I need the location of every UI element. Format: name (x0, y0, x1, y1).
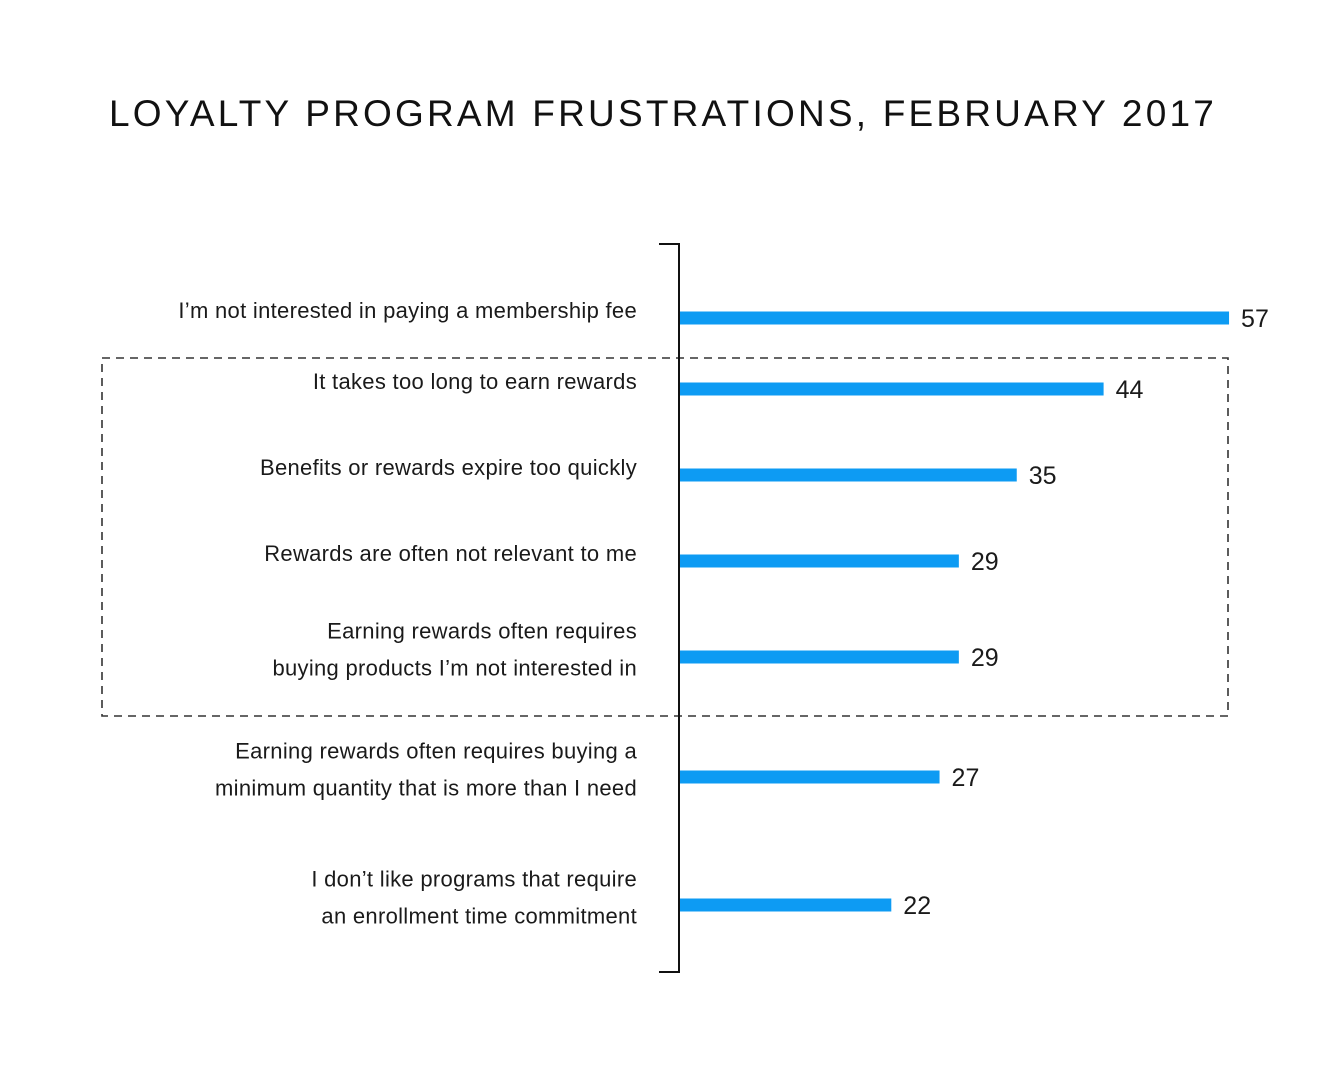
value-labels: 57 44 35 29 29 27 22 (903, 305, 1269, 920)
category-label-5-line-1: Earning rewards often requires (327, 619, 637, 644)
category-label-7-line-1: I don’t like programs that require (311, 867, 637, 892)
bar-3 (679, 468, 1017, 482)
bar-5 (679, 650, 959, 664)
category-label-2: It takes too long to earn rewards (313, 369, 637, 394)
category-label-6-line-2: minimum quantity that is more than I nee… (215, 776, 637, 801)
category-label-3: Benefits or rewards expire too quickly (260, 455, 637, 480)
value-label-7: 22 (903, 892, 931, 920)
value-label-3: 35 (1029, 462, 1057, 490)
value-label-2: 44 (1116, 376, 1144, 404)
highlight-group-box (101, 357, 1229, 717)
value-label-4: 29 (971, 548, 999, 576)
chart-title: LOYALTY PROGRAM FRUSTRATIONS, FEBRUARY 2… (108, 93, 1218, 134)
category-label-7-line-2: an enrollment time commitment (321, 904, 637, 929)
category-label-6-line-1: Earning rewards often requires buying a (235, 739, 637, 764)
bar-2 (679, 382, 1104, 396)
bar-1 (679, 311, 1230, 325)
value-label-1: 57 (1241, 305, 1269, 333)
value-label-6: 27 (952, 764, 980, 792)
category-axis (659, 243, 680, 973)
category-labels: I’m not interested in paying a membershi… (178, 298, 637, 929)
category-label-1: I’m not interested in paying a membershi… (178, 298, 637, 323)
category-label-4: Rewards are often not relevant to me (264, 541, 637, 566)
bar-4 (679, 554, 959, 568)
category-label-5-line-2: buying products I’m not interested in (272, 656, 637, 681)
bar-7 (679, 898, 892, 912)
bar-6 (679, 770, 940, 784)
bars-layer (679, 311, 1230, 912)
value-label-5: 29 (971, 644, 999, 672)
